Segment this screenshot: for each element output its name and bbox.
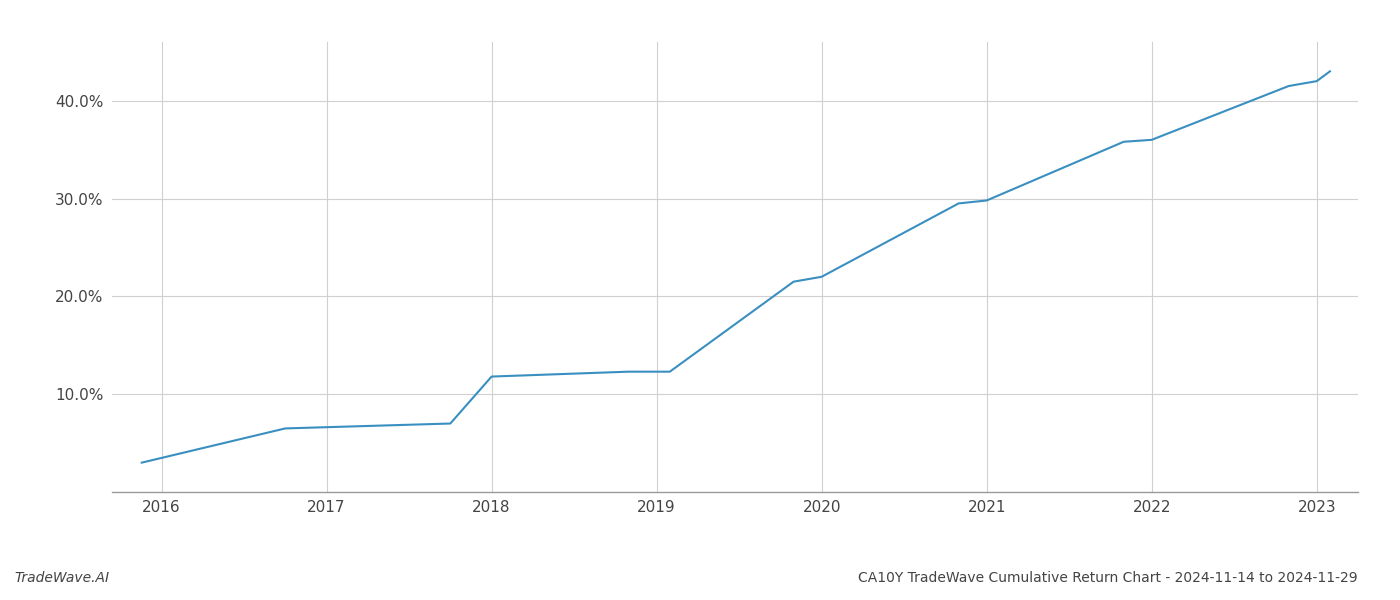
Text: TradeWave.AI: TradeWave.AI bbox=[14, 571, 109, 585]
Text: CA10Y TradeWave Cumulative Return Chart - 2024-11-14 to 2024-11-29: CA10Y TradeWave Cumulative Return Chart … bbox=[858, 571, 1358, 585]
